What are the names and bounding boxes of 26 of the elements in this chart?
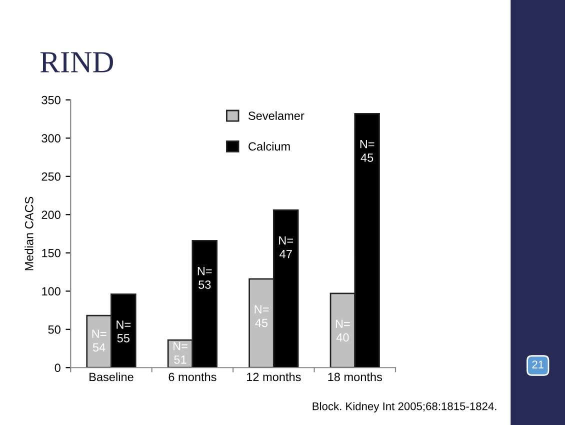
- text: Block. Kidney Int 2005;68:1815-1824.: [312, 402, 496, 412]
- legend-label: Sevelamer: [248, 111, 304, 120]
- annotation: N= 47: [279, 236, 293, 258]
- annotation: N= 45: [254, 305, 269, 328]
- annotation: N= 54: [92, 330, 106, 352]
- x-tick-label: Baseline: [90, 372, 134, 382]
- annotation: N= 40: [336, 320, 350, 342]
- annotation: N= 51: [174, 342, 188, 364]
- legend-label: Calcium: [248, 142, 290, 151]
- y-tick-label: 0: [54, 364, 60, 372]
- annotation: N= 55: [116, 320, 131, 342]
- chart-title: RIND: [40, 52, 114, 72]
- x-tick-label: 6 months: [168, 372, 216, 382]
- y-tick-label: 300: [42, 134, 60, 143]
- y-axis-title: Median CACS: [24, 196, 34, 270]
- y-tick-label: 200: [42, 210, 60, 220]
- y-tick-label: 50: [48, 325, 60, 334]
- y-tick-label: 350: [42, 96, 60, 104]
- x-tick-label: 12 months: [247, 372, 301, 382]
- x-tick-label: 18 months: [328, 372, 382, 382]
- y-tick-label: 150: [42, 248, 60, 258]
- text: 21: [532, 360, 544, 368]
- y-tick-label: 100: [42, 287, 60, 296]
- annotation: N= 53: [198, 267, 212, 289]
- annotation: N= 45: [360, 140, 374, 162]
- y-tick-label: 250: [42, 172, 60, 181]
